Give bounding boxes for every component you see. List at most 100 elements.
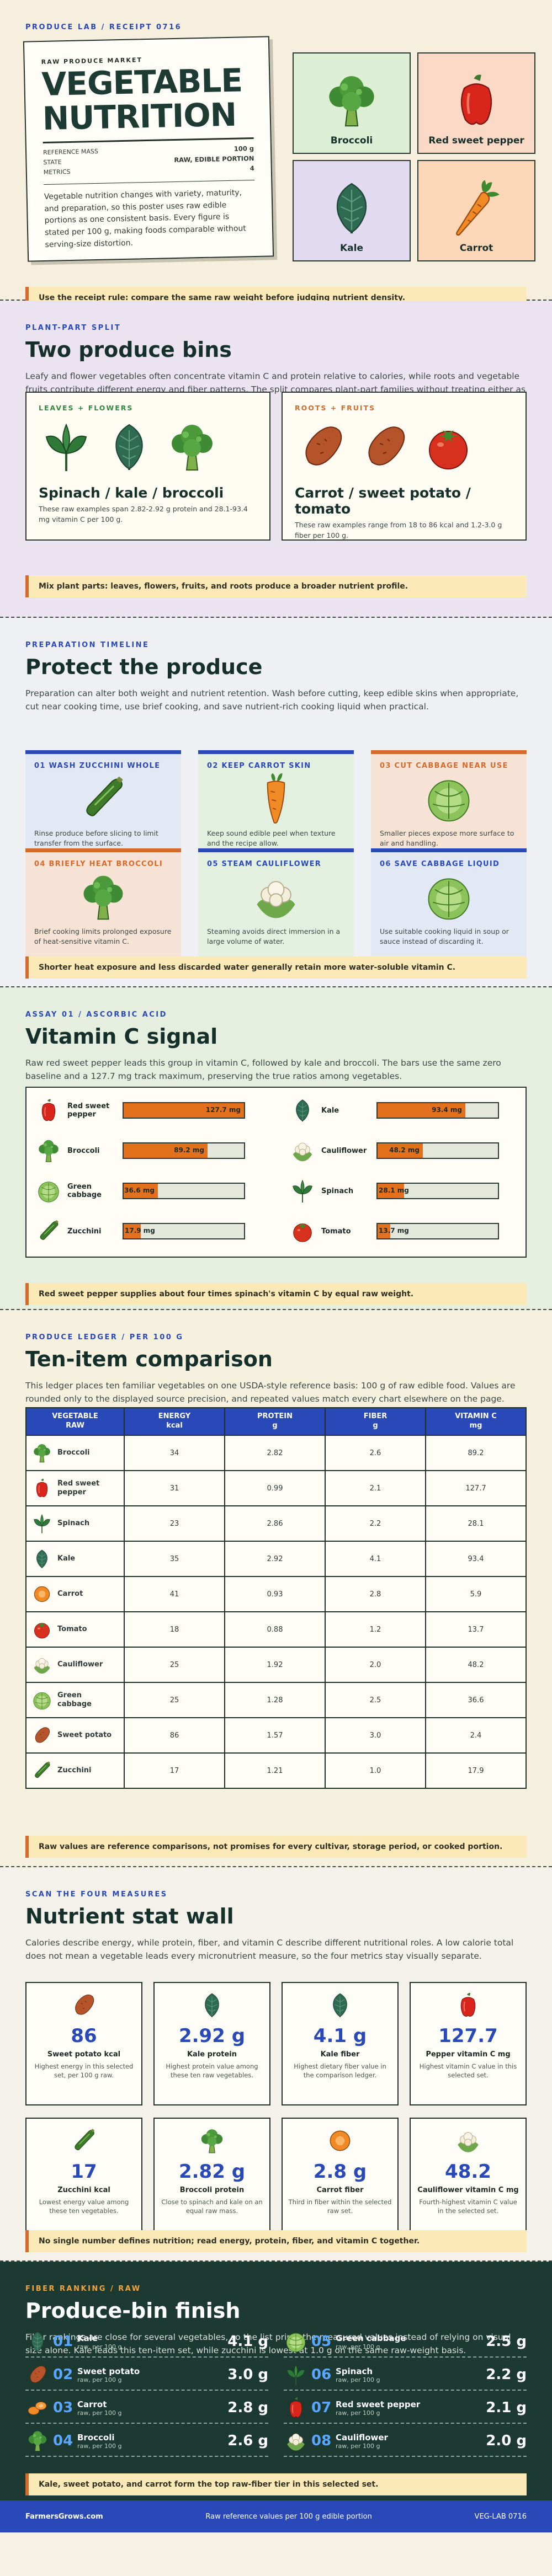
table-row: Cauliflower 25 1.92 2.0 48.2 — [25, 1647, 527, 1683]
ledger-vegetable-cell: Red sweet pepper — [25, 1470, 125, 1506]
fiber-ranking-section: FIBER RANKING / RAW Produce-bin finish F… — [0, 2262, 552, 2532]
rank-name: Red sweet pepper — [336, 2399, 421, 2409]
ledger-vegetable-cell: Green cabbage — [25, 1682, 125, 1718]
rank-name-block: Red sweet pepper raw, per 100 g — [332, 2399, 486, 2417]
ledger-value-cell: 34 — [124, 1435, 225, 1471]
rank-number: 07 — [311, 2399, 332, 2416]
finish-lede: Fiber rankings are close for several veg… — [25, 2332, 511, 2356]
vitamin-c-track: 48.2 mg — [376, 1142, 499, 1159]
ledger-value-cell: 3.0 — [325, 1717, 426, 1754]
rank-basis: raw, per 100 g — [336, 2442, 380, 2450]
timeline-title: Protect the produce — [25, 655, 263, 679]
ledger-header-cell: ENERGY kcal — [124, 1407, 225, 1436]
step-illustration — [34, 870, 172, 923]
vegetable-name: Red sweet pepper — [57, 1479, 100, 1497]
rank-number: 01 — [53, 2333, 73, 2350]
kale-icon — [102, 419, 157, 474]
vitamin-c-row: Spinach 28.1 mg — [289, 1176, 499, 1206]
table-row: Sweet potato 86 1.57 3.0 2.4 — [25, 1717, 527, 1754]
broccoli-icon — [25, 2429, 50, 2453]
receipt-row-label: METRICS — [43, 168, 71, 176]
timeline-note: Shorter heat exposure and less discarded… — [25, 956, 527, 979]
cauliflower-icon — [289, 1137, 316, 1164]
sweet-potato-icon — [358, 419, 413, 474]
ledger-note: Raw values are reference comparisons, no… — [25, 1836, 527, 1858]
broccoli-icon — [31, 1442, 53, 1464]
bin-title: Carrot / sweet potato / tomato — [295, 485, 471, 517]
rank-name-block: Green cabbage raw, per 100 g — [332, 2333, 486, 2350]
vitc-eyebrow: ASSAY 01 / ASCORBIC ACID — [25, 1011, 167, 1019]
tile-carrot: Carrot — [417, 160, 535, 261]
vitamin-c-row: Cauliflower 48.2 mg — [289, 1136, 499, 1166]
rank-value: 2.0 g — [486, 2433, 527, 2449]
hero-section: PRODUCE LAB / RECEIPT 0716 RAW PRODUCE M… — [0, 0, 552, 309]
vitamin-c-track: 17.9 mg — [123, 1223, 245, 1239]
vitamin-c-track: 89.2 mg — [123, 1142, 245, 1159]
broccoli-icon — [321, 70, 382, 131]
receipt-row-value: 4 — [250, 164, 254, 173]
vitamin-c-value: 48.2 mg — [389, 1146, 420, 1154]
cauliflower-icon — [454, 2126, 482, 2155]
sweet-potato-icon — [25, 2363, 50, 2387]
kale-icon — [25, 2329, 50, 2354]
carrot-slice-icon — [31, 1583, 53, 1605]
receipt-row-label: STATE — [43, 158, 62, 166]
stat-number: 127.7 — [438, 2025, 498, 2047]
rank-name: Green cabbage — [336, 2333, 406, 2343]
stat-label: Kale protein — [187, 2050, 237, 2059]
bin-tag: ROOTS + FRUITS — [295, 404, 376, 412]
rank-value: 2.5 g — [486, 2333, 527, 2350]
step-illustration — [207, 772, 345, 825]
tomato-icon — [421, 419, 476, 474]
rank-name: Kale — [77, 2333, 98, 2343]
ledger-header-cell: FIBER g — [325, 1407, 426, 1436]
ledger-vegetable-cell: Spinach — [25, 1505, 125, 1542]
ledger-value-cell: 2.82 — [224, 1435, 326, 1471]
rank-number: 02 — [53, 2366, 73, 2383]
kale-icon — [31, 1548, 53, 1570]
vitc-title: Vitamin C signal — [25, 1024, 218, 1049]
rank-basis: raw, per 100 g — [336, 2343, 380, 2350]
ledger-vegetable-cell: Broccoli — [25, 1435, 125, 1471]
vegetable-name: Green cabbage — [57, 1691, 92, 1708]
spinach-icon — [39, 419, 94, 474]
rank-basis: raw, per 100 g — [77, 2376, 122, 2383]
receipt-title-line2: NUTRITION — [42, 95, 237, 138]
table-row: Red sweet pepper 31 0.99 2.1 127.7 — [25, 1470, 527, 1506]
rank-value: 2.6 g — [227, 2433, 268, 2449]
ledger-value-cell: 93.4 — [425, 1541, 527, 1577]
step-illustration — [380, 772, 518, 825]
ledger-table: VEGETABLE RAW ENERGY kcal PROTEIN g FIBER g… — [25, 1407, 527, 1789]
step-title: 04 BRIEFLY HEAT BROCCOLI — [34, 860, 163, 868]
receipt-divider — [43, 137, 254, 144]
footer-brand-link[interactable]: FarmersGrows.com — [25, 2512, 103, 2521]
step-description: Brief cooking limits prolonged exposure … — [34, 927, 172, 946]
rank-name: Broccoli — [77, 2432, 115, 2443]
rank-value: 2.2 g — [486, 2366, 527, 2383]
ledger-value-cell: 127.7 — [425, 1470, 527, 1506]
zucchini-icon — [31, 1760, 53, 1782]
rank-basis: raw, per 100 g — [77, 2442, 122, 2450]
ledger-value-cell: 2.6 — [325, 1435, 426, 1471]
step-title: 01 WASH ZUCCHINI WHOLE — [34, 762, 161, 770]
timeline-step: 05 STEAM CAULIFLOWER Steaming avoids dire… — [198, 848, 354, 956]
red-pepper-icon — [454, 1991, 482, 2019]
stat-card: 2.8 g Carrot fiber Third in fiber within t… — [282, 2118, 399, 2241]
table-row: Kale 35 2.92 4.1 93.4 — [25, 1541, 527, 1577]
ledger-value-cell: 2.8 — [325, 1576, 426, 1612]
stat-label: Cauliflower vitamin C mg — [417, 2186, 519, 2194]
ledger-value-cell: 0.88 — [224, 1611, 326, 1648]
vitamin-c-bar — [378, 1143, 423, 1158]
bin-illustration — [295, 416, 513, 477]
rank-name-block: Cauliflower raw, per 100 g — [332, 2433, 486, 2450]
vitamin-c-row: Kale 93.4 mg — [289, 1095, 499, 1125]
footer-center-text: Raw reference values per 100 g edible po… — [205, 2512, 372, 2521]
vitamin-c-row: Broccoli 89.2 mg — [35, 1136, 245, 1166]
tile-label: Carrot — [459, 243, 493, 254]
vitamin-c-row: Green cabbage 36.6 mg — [35, 1176, 245, 1206]
vegetable-name: Tomato — [57, 1624, 87, 1633]
produce-ledger-section: PRODUCE LEDGER / PER 100 G Ten-item comp… — [0, 1310, 552, 1867]
tile-label: Red sweet pepper — [428, 135, 524, 146]
stat-card: 48.2 Cauliflower vitamin C mg Fourth-highe… — [410, 2118, 527, 2241]
ledger-value-cell: 5.9 — [425, 1576, 527, 1612]
